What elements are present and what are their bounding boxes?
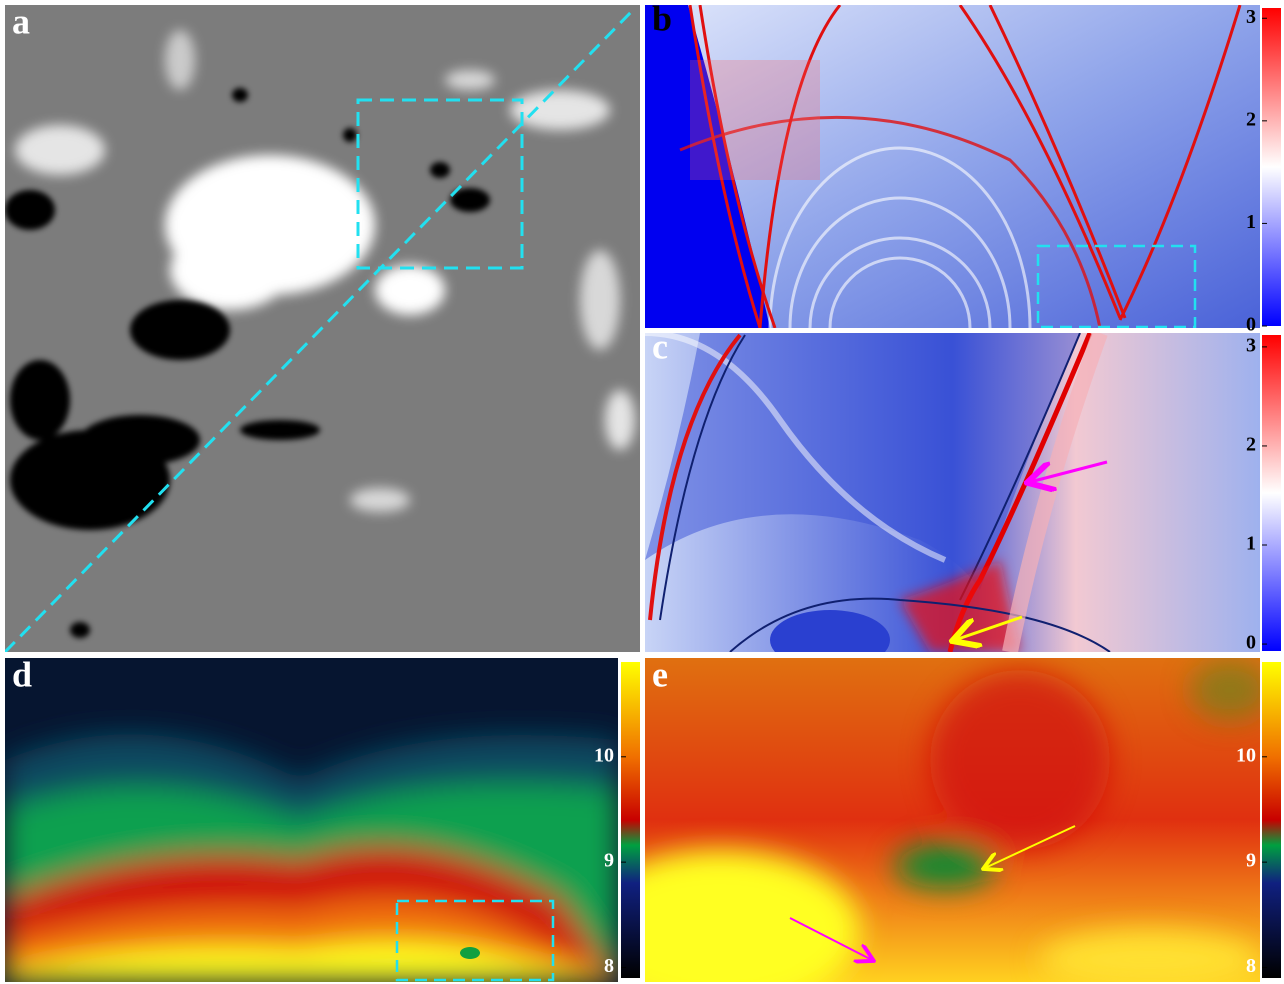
colorbar-tick-label: 2 [1246, 108, 1256, 130]
colorbar-tick-label: 8 [604, 955, 614, 977]
panel-label: a [12, 1, 30, 41]
figure: a b c d e 0123012389108910 [0, 0, 1284, 984]
colorbar-tick-label: 0 [1246, 314, 1256, 336]
colorbar-tick-label: 3 [1246, 334, 1256, 356]
panel-a-image [5, 5, 640, 652]
colorbar-tick-label: 2 [1246, 434, 1256, 456]
colorbar-tick-label: 10 [594, 744, 614, 766]
colorbar-tick-label: 3 [1246, 6, 1256, 28]
panel-d-image [5, 658, 618, 982]
colorbar-tick-label: 1 [1246, 533, 1256, 555]
colorbar-tick-label: 9 [604, 850, 614, 872]
panel-label: e [652, 654, 668, 694]
colorbar-tick-label: 8 [1246, 955, 1256, 977]
panel-c-image [645, 333, 1260, 670]
colorbar [621, 662, 640, 978]
colorbar-tick-label: 10 [1236, 744, 1256, 766]
panel-label: c [652, 326, 668, 366]
colorbar-tick-label: 1 [1246, 211, 1256, 233]
colorbar [1262, 8, 1281, 326]
panel-b-image [645, 5, 1260, 328]
colorbar [1262, 335, 1281, 651]
panel-label: b [652, 0, 672, 38]
colorbar-tick-label: 0 [1246, 632, 1256, 654]
colorbar [1262, 662, 1281, 978]
panel-e-image [580, 658, 1270, 984]
colorbar-tick-label: 9 [1246, 850, 1256, 872]
panel-label: d [12, 654, 32, 694]
